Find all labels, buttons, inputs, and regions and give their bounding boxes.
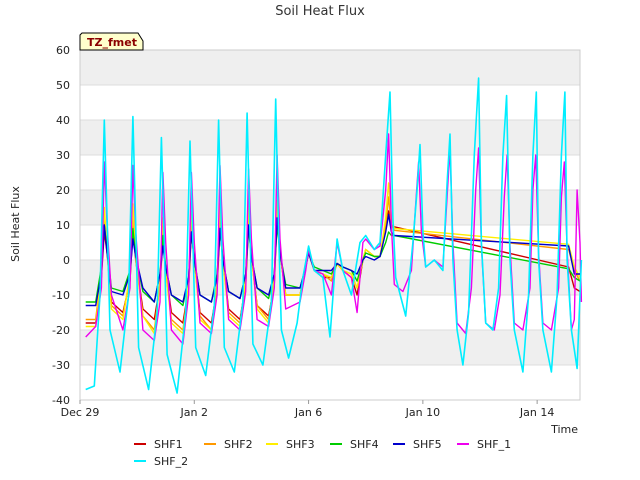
- y-tick-label: 50: [56, 79, 70, 92]
- plot-band: [80, 50, 580, 85]
- x-tick-label: Jan 6: [294, 406, 322, 419]
- chart-title: Soil Heat Flux: [275, 4, 365, 19]
- y-tick-label: 20: [56, 184, 70, 197]
- y-tick-label: 10: [56, 219, 70, 232]
- x-tick-label: Jan 14: [519, 406, 554, 419]
- y-tick-label: 40: [56, 114, 70, 127]
- x-axis-ticks: Dec 29 Jan 2 Jan 6 Jan 10 Jan 14: [61, 400, 554, 419]
- y-tick-label: -40: [52, 394, 70, 407]
- x-axis-title: Time: [550, 423, 578, 436]
- legend: SHF1 SHF2 SHF3 SHF4 SHF5 SHF_1 SHF_2: [134, 438, 511, 468]
- y-tick-label: 30: [56, 149, 70, 162]
- x-tick-label: Jan 10: [405, 406, 440, 419]
- legend-label: SHF2: [224, 438, 253, 451]
- y-tick-label: -30: [52, 359, 70, 372]
- legend-label: SHF3: [286, 438, 315, 451]
- y-tick-label: 60: [56, 44, 70, 57]
- site-label-box: [79, 32, 144, 51]
- y-axis-ticks: -40 -30 -20 -10 0 10 20 30 40 50 60: [52, 44, 70, 407]
- series-line-shf-1: [85, 133, 583, 345]
- legend-label: SHF_2: [154, 455, 188, 468]
- legend-label: SHF4: [350, 438, 379, 451]
- site-label-text: TZ_fmet: [87, 36, 137, 49]
- x-tick-label: Dec 29: [61, 406, 100, 419]
- plot-band: [80, 120, 580, 155]
- legend-label: SHF_1: [477, 438, 511, 451]
- series-lines: [85, 77, 583, 394]
- y-tick-label: -20: [52, 324, 70, 337]
- x-tick-label: Jan 2: [180, 406, 208, 419]
- legend-label: SHF1: [154, 438, 183, 451]
- series-line-shf-2: [85, 77, 583, 394]
- y-axis-title: Soil Heat Flux: [9, 186, 22, 262]
- y-tick-label: -10: [52, 289, 70, 302]
- plot-area: [79, 49, 581, 401]
- legend-label: SHF5: [413, 438, 442, 451]
- site-label: TZ_fmet: [79, 32, 144, 51]
- y-tick-label: 0: [63, 254, 70, 267]
